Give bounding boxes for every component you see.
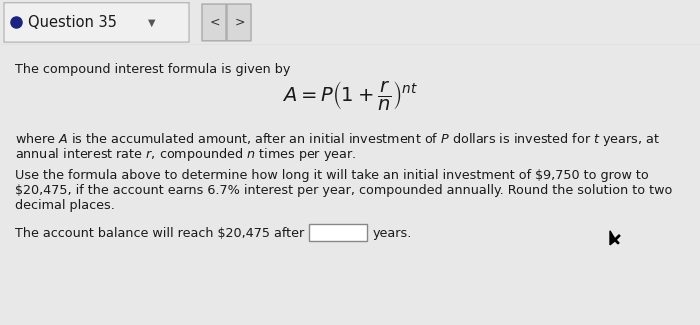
Text: where $A$ is the accumulated amount, after an initial investment of $P$ dollars : where $A$ is the accumulated amount, aft… xyxy=(15,131,660,148)
Text: Use the formula above to determine how long it will take an initial investment o: Use the formula above to determine how l… xyxy=(15,169,649,182)
Text: <: < xyxy=(210,16,220,29)
FancyBboxPatch shape xyxy=(309,224,367,241)
FancyBboxPatch shape xyxy=(202,4,226,41)
Text: >: > xyxy=(234,16,245,29)
Text: The compound interest formula is given by: The compound interest formula is given b… xyxy=(15,63,290,76)
Text: decimal places.: decimal places. xyxy=(15,199,115,212)
Text: ▼: ▼ xyxy=(148,18,155,27)
FancyBboxPatch shape xyxy=(227,4,251,41)
Text: years.: years. xyxy=(373,227,412,240)
Text: $20,475, if the account earns 6.7% interest per year, compounded annually. Round: $20,475, if the account earns 6.7% inter… xyxy=(15,184,673,197)
Text: annual interest rate $r$, compounded $n$ times per year.: annual interest rate $r$, compounded $n$… xyxy=(15,146,356,163)
FancyBboxPatch shape xyxy=(4,3,189,42)
Text: $A = P\left(1 + \dfrac{r}{n}\right)^{nt}$: $A = P\left(1 + \dfrac{r}{n}\right)^{nt}… xyxy=(282,79,418,112)
Polygon shape xyxy=(610,231,620,245)
Text: Question 35: Question 35 xyxy=(28,15,117,30)
Text: The account balance will reach $20,475 after: The account balance will reach $20,475 a… xyxy=(15,227,304,240)
